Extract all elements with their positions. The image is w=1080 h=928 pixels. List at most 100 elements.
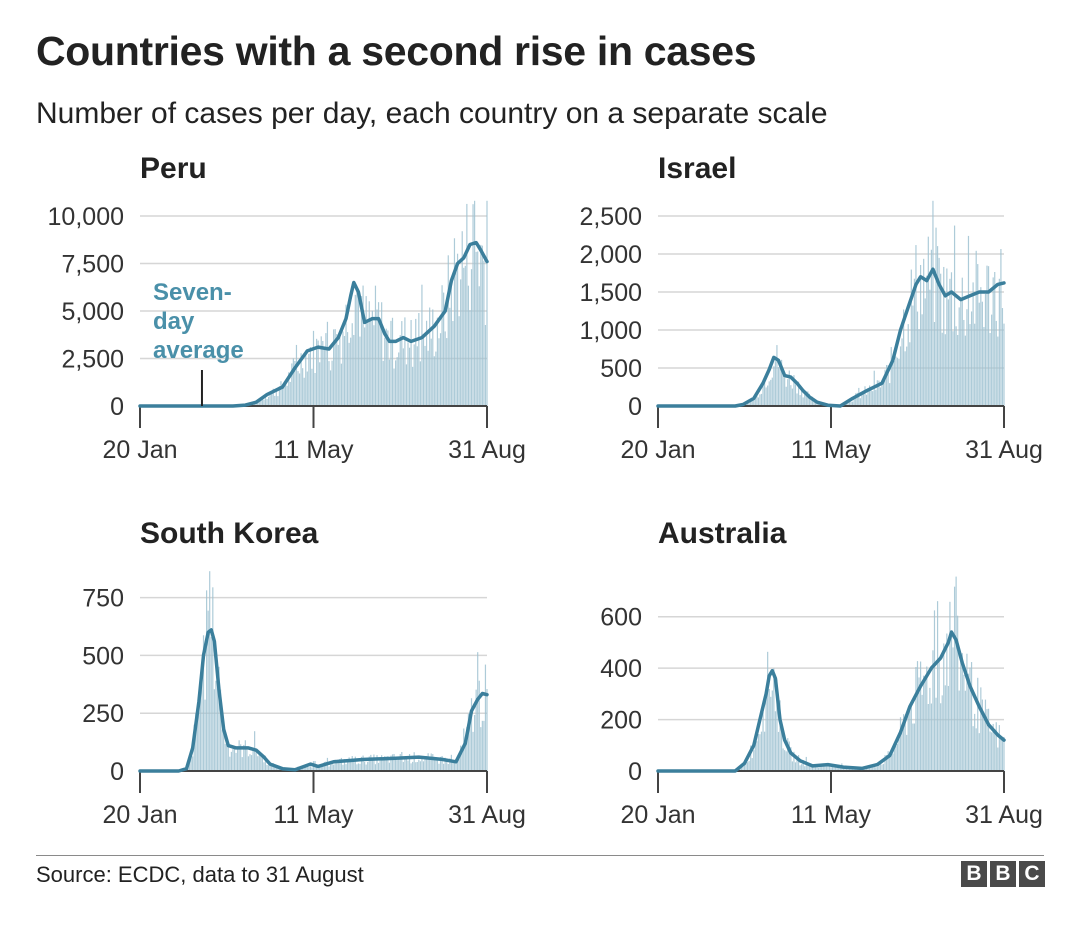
daily-cases-bar xyxy=(770,696,772,771)
daily-cases-bar xyxy=(395,360,397,406)
daily-cases-bar xyxy=(974,713,976,771)
daily-cases-bar xyxy=(342,331,344,406)
daily-cases-bar xyxy=(415,762,417,771)
daily-cases-bar xyxy=(221,729,223,771)
daily-cases-bar xyxy=(359,763,361,771)
daily-cases-bar xyxy=(456,759,459,771)
daily-cases-bar xyxy=(412,366,414,406)
daily-cases-bar xyxy=(1001,308,1004,406)
daily-cases-bar xyxy=(255,402,257,406)
daily-cases-bar xyxy=(356,764,358,771)
daily-cases-bar xyxy=(481,720,483,771)
x-tick-label: 31 Aug xyxy=(965,801,1043,829)
daily-cases-bar xyxy=(206,590,208,771)
daily-cases-bar xyxy=(216,672,219,771)
x-tick-label: 11 May xyxy=(791,436,872,464)
daily-cases-bar xyxy=(340,757,342,771)
daily-cases-bar xyxy=(295,344,298,406)
daily-cases-bar xyxy=(782,369,784,406)
daily-cases-bar xyxy=(995,722,997,771)
daily-cases-bar xyxy=(455,268,457,406)
daily-cases-bar xyxy=(303,377,305,406)
daily-cases-bar xyxy=(302,368,304,406)
daily-cases-bar xyxy=(1003,323,1005,406)
daily-cases-bar xyxy=(244,740,246,771)
daily-cases-bar xyxy=(861,393,863,406)
daily-cases-bar xyxy=(399,754,401,771)
daily-cases-bar xyxy=(443,292,445,406)
daily-cases-bar xyxy=(460,279,462,406)
y-tick-label: 2,500 xyxy=(579,203,642,231)
daily-cases-bar xyxy=(469,310,471,406)
daily-cases-bar xyxy=(886,754,888,771)
daily-cases-bar xyxy=(893,360,895,406)
daily-cases-bar xyxy=(263,399,265,406)
daily-cases-bar xyxy=(450,754,452,771)
daily-cases-bar xyxy=(949,278,951,406)
daily-cases-bar xyxy=(266,398,268,406)
daily-cases-bar xyxy=(859,398,861,406)
daily-cases-bar xyxy=(486,200,488,406)
daily-cases-bar xyxy=(923,258,925,406)
daily-cases-bar xyxy=(987,266,990,406)
daily-cases-bar xyxy=(371,759,373,771)
daily-cases-bar xyxy=(972,282,974,406)
daily-cases-bar xyxy=(784,377,786,406)
daily-cases-bar xyxy=(218,666,220,771)
daily-cases-bar xyxy=(780,724,783,771)
daily-cases-bar xyxy=(419,761,421,771)
daily-cases-bar xyxy=(260,399,262,406)
daily-cases-bar xyxy=(944,685,946,771)
daily-cases-bar xyxy=(940,703,942,771)
daily-cases-bar xyxy=(407,760,409,771)
daily-cases-bar xyxy=(278,386,281,406)
daily-cases-bar xyxy=(390,755,392,771)
daily-cases-bar xyxy=(757,734,760,771)
daily-cases-bar xyxy=(808,764,810,771)
daily-cases-bar xyxy=(802,760,804,771)
daily-cases-bar xyxy=(997,336,999,406)
daily-cases-bar xyxy=(918,329,920,406)
daily-cases-bar xyxy=(787,379,789,406)
seven-day-average-line xyxy=(138,628,489,773)
daily-cases-bar xyxy=(480,727,482,771)
daily-cases-bars xyxy=(233,200,488,406)
daily-cases-bar xyxy=(887,365,889,406)
daily-cases-bar xyxy=(334,759,336,771)
daily-cases-bar xyxy=(887,751,889,771)
daily-cases-bar xyxy=(950,636,953,771)
daily-cases-bar xyxy=(340,363,342,406)
daily-cases-bar xyxy=(989,333,991,406)
daily-cases-bar xyxy=(927,236,929,406)
daily-cases-bar xyxy=(992,723,994,771)
daily-cases-bar xyxy=(780,359,783,406)
daily-cases-bar xyxy=(794,762,797,771)
daily-cases-bar xyxy=(878,380,880,406)
daily-cases-bar xyxy=(368,756,370,771)
daily-cases-bar xyxy=(291,363,293,406)
daily-cases-bar xyxy=(452,321,454,406)
daily-cases-bar xyxy=(405,364,408,406)
daily-cases-bar xyxy=(869,385,871,406)
daily-cases-bar xyxy=(227,743,229,771)
daily-cases-bar xyxy=(300,353,302,406)
daily-cases-bar xyxy=(932,650,934,771)
daily-cases-bar xyxy=(289,381,291,406)
daily-cases-bar xyxy=(439,756,442,771)
daily-cases-bar xyxy=(190,750,192,771)
daily-cases-bar xyxy=(825,765,827,771)
daily-cases-bar xyxy=(354,294,356,406)
source-divider xyxy=(36,855,1044,856)
daily-cases-bar xyxy=(280,381,282,406)
daily-cases-bar xyxy=(875,389,877,406)
daily-cases-bar xyxy=(963,674,965,771)
daily-cases-bar xyxy=(828,765,831,771)
daily-cases-bar xyxy=(441,285,443,406)
daily-cases-bar xyxy=(856,392,858,406)
daily-cases-bar xyxy=(947,685,949,771)
daily-cases-bars xyxy=(179,571,488,771)
daily-cases-bar xyxy=(413,344,415,406)
daily-cases-bar xyxy=(958,307,960,406)
seven-day-average-line xyxy=(656,267,1006,408)
daily-cases-bar xyxy=(967,673,970,771)
